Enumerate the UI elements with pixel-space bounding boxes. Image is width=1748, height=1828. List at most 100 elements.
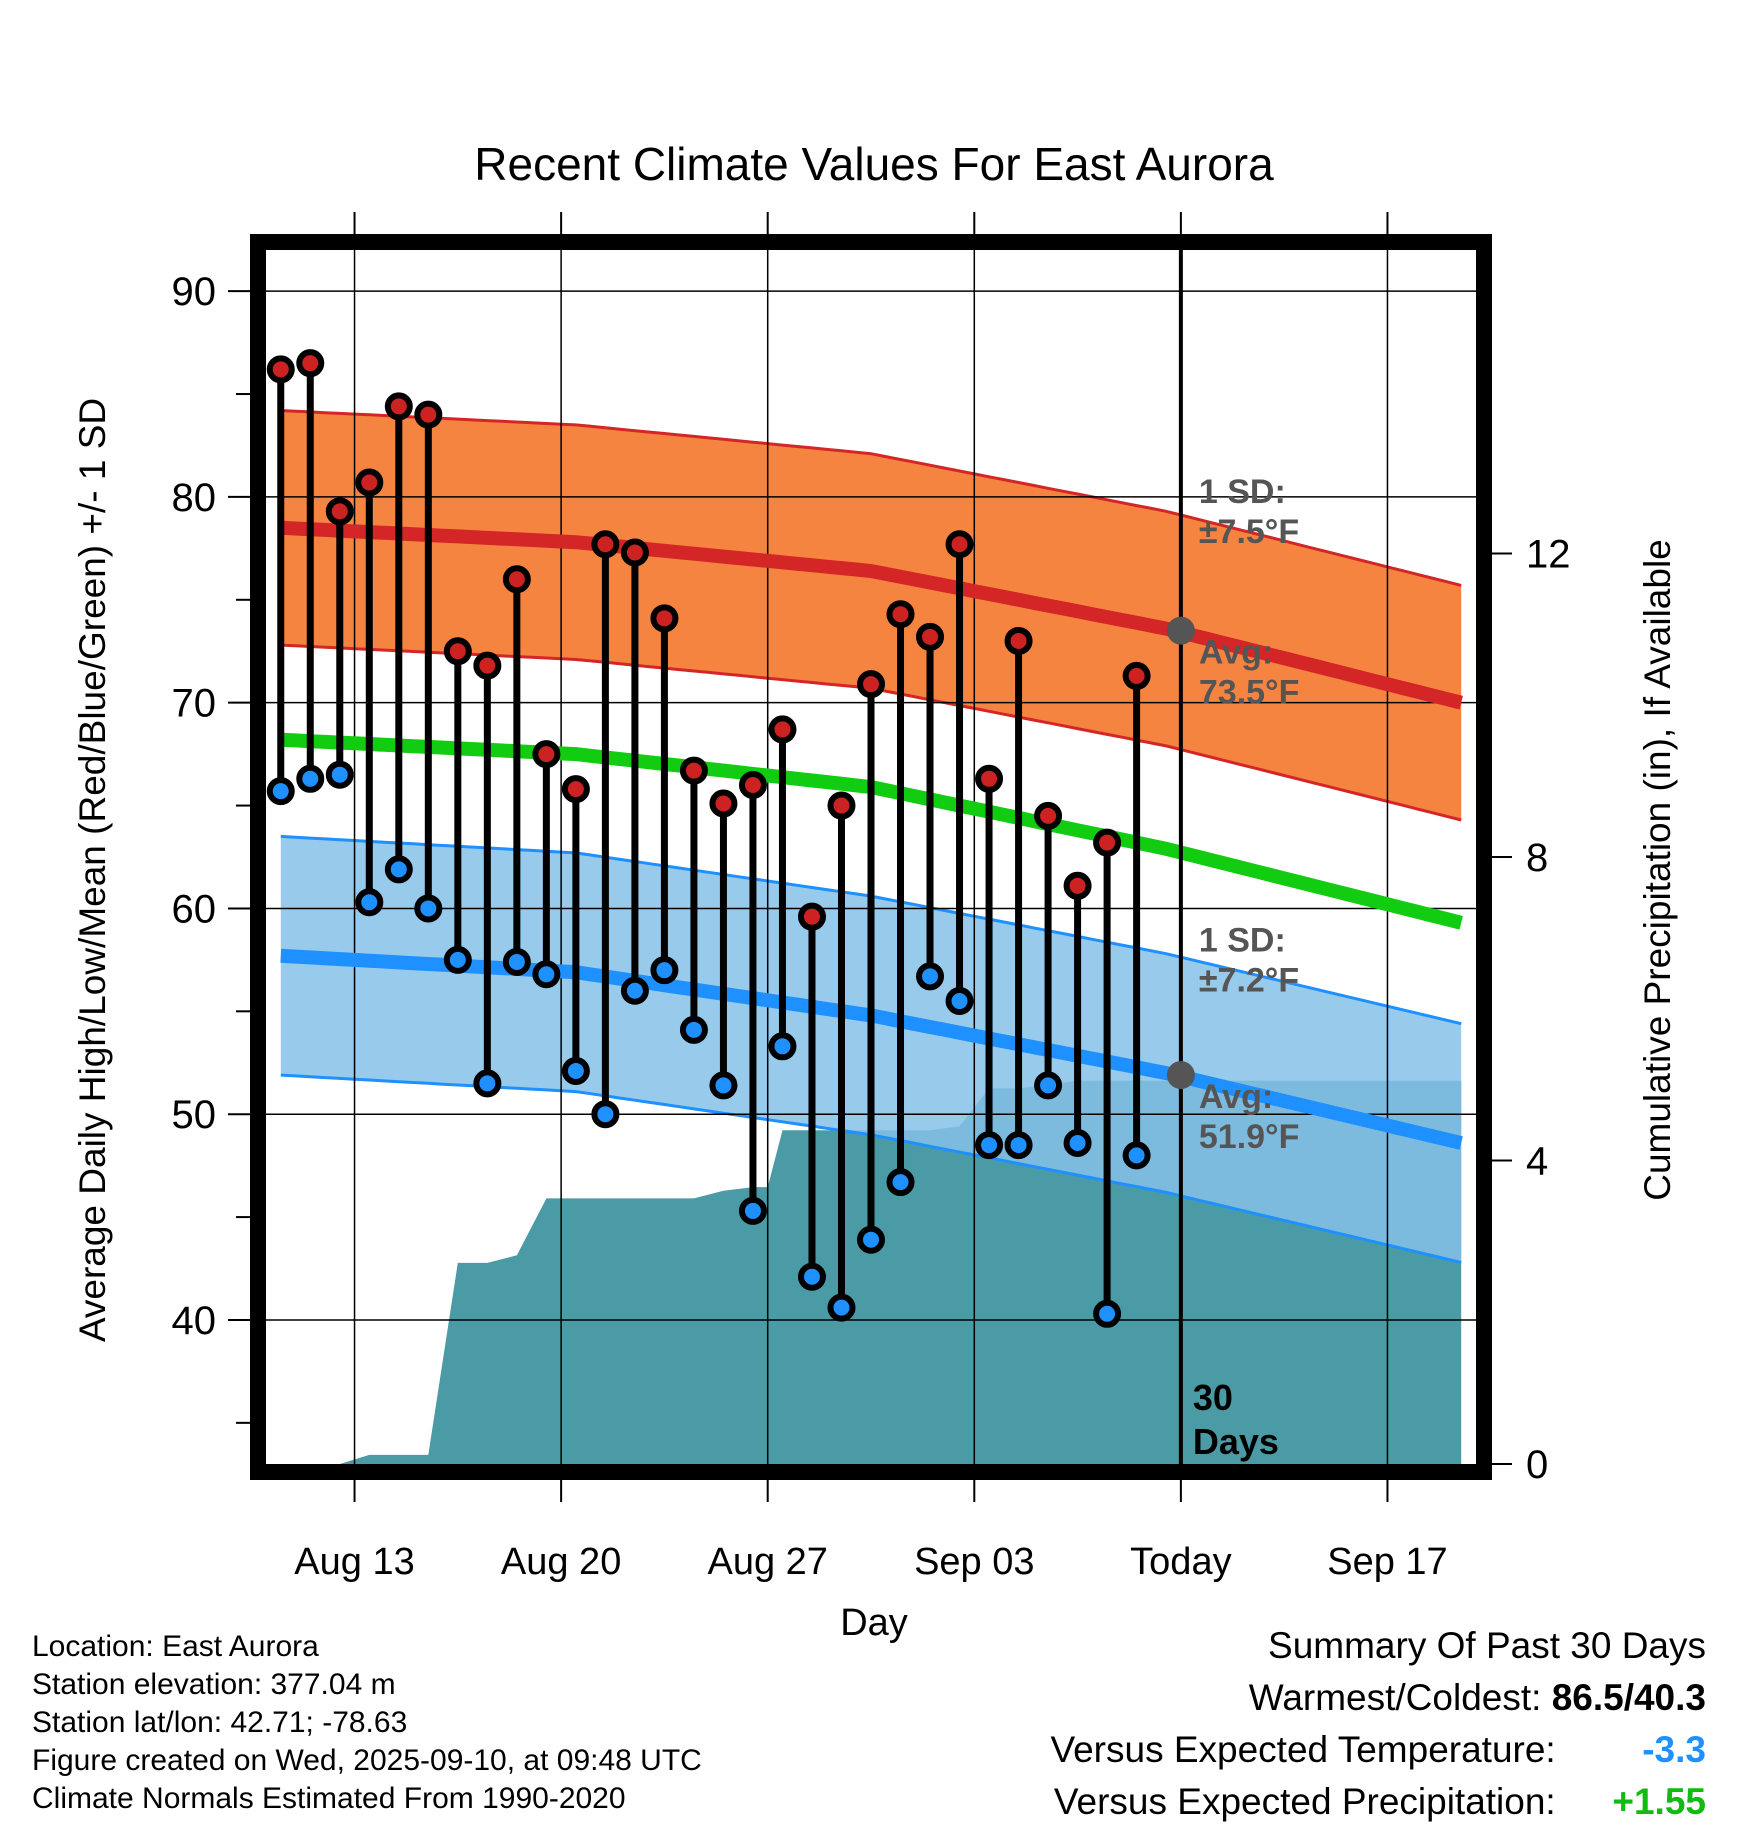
daily-high-point [857, 670, 885, 699]
daily-high-point [916, 622, 945, 651]
temp-value: -3.3 [1642, 1729, 1706, 1770]
daily-high-point [266, 355, 295, 384]
daily-high-point [650, 604, 679, 633]
daily-high-point [1034, 801, 1063, 830]
daily-low-point [1063, 1129, 1092, 1158]
y-axis-label: Average Daily High/Low/Mean (Red/Blue/Gr… [72, 398, 113, 1342]
days-label: Days [1193, 1421, 1279, 1462]
daily-low-point [1004, 1131, 1033, 1160]
x-tick-label: Today [1130, 1541, 1231, 1583]
daily-low-point [1093, 1299, 1122, 1328]
daily-low-point [414, 894, 443, 923]
daily-high-point [945, 530, 974, 559]
daily-high-point [709, 789, 738, 818]
warm-cold-value: 86.5/40.3 [1551, 1677, 1706, 1718]
daily-low-point [886, 1168, 915, 1197]
daily-low-point [561, 1056, 590, 1085]
daily-high-point [296, 349, 325, 378]
summary-panel: Summary Of Past 30 Days Warmest/Coldest:… [1050, 1620, 1706, 1828]
daily-high-point [355, 468, 384, 497]
precip-row: Versus Expected Precipitation: +1.55 [1050, 1776, 1706, 1828]
y-tick-label: 50 [172, 1093, 217, 1137]
location-text: Location: East Aurora [32, 1630, 319, 1663]
warm-cold-label: Warmest/Coldest: [1248, 1677, 1542, 1718]
y2-tick-label: 12 [1526, 533, 1571, 577]
daily-low-point [975, 1131, 1004, 1160]
x-tick-label: Aug 27 [707, 1541, 827, 1583]
daily-low-point [266, 777, 295, 806]
daily-low-point [296, 764, 325, 793]
daily-low-point [1122, 1141, 1151, 1170]
daily-high-point [443, 637, 472, 666]
annotation-label: 1 SD: [1199, 922, 1286, 960]
high-sd-band [280, 410, 1462, 820]
daily-high-point [502, 565, 531, 594]
precip-label: Versus Expected Precipitation: [1053, 1781, 1556, 1822]
y2-tick-label: 0 [1526, 1443, 1548, 1487]
plot-frame [250, 234, 1492, 1480]
annotation-value: 73.5°F [1199, 674, 1300, 712]
daily-high-point [1122, 661, 1151, 690]
created-text: Figure created on Wed, 2025-09-10, at 09… [32, 1744, 702, 1777]
daily-low-point [827, 1293, 856, 1322]
summary-title: Summary Of Past 30 Days [1268, 1625, 1706, 1666]
daily-high-point [473, 651, 502, 680]
y-tick-label: 40 [172, 1299, 217, 1343]
y-tick-label: 80 [172, 476, 217, 520]
daily-high-point [797, 902, 826, 931]
x-tick-label: Aug 20 [501, 1541, 621, 1583]
daily-low-point [1034, 1071, 1063, 1100]
daily-high-point [975, 764, 1004, 793]
daily-low-point [325, 760, 354, 789]
daily-low-point [473, 1069, 502, 1098]
daily-low-point [709, 1071, 738, 1100]
x-tick-label: Sep 03 [914, 1541, 1034, 1583]
y-tick-label: 90 [172, 270, 217, 314]
y-tick-label: 70 [172, 682, 217, 726]
high-sd-upper-edge [280, 409, 1462, 587]
daily-low-point [650, 956, 679, 985]
annotation-label: 1 SD: [1199, 473, 1286, 511]
x-tick-label: Sep 17 [1327, 1541, 1447, 1583]
annotation-value: ±7.5°F [1199, 513, 1299, 551]
daily-high-point [738, 770, 767, 799]
y2-tick-label: 4 [1526, 1140, 1548, 1184]
y2-tick-label: 8 [1526, 836, 1548, 880]
elevation-text: Station elevation: 377.04 m [32, 1668, 396, 1701]
daily-high-point [679, 756, 708, 785]
today-high-avg-marker [1166, 616, 1195, 645]
latlon-text: Station lat/lon: 42.71; -78.63 [32, 1706, 408, 1739]
daily-low-point [443, 945, 472, 974]
daily-high-point [1004, 626, 1033, 655]
warm-cold-row: Warmest/Coldest: 86.5/40.3 [1050, 1672, 1706, 1724]
daily-high-point [325, 497, 354, 526]
station-info: Location: East Aurora Station elevation:… [32, 1628, 702, 1818]
daily-high-point [886, 600, 915, 629]
days-label: 30 [1193, 1377, 1233, 1418]
annotation-value: 51.9°F [1199, 1118, 1300, 1156]
daily-high-point [384, 392, 413, 421]
daily-high-point [591, 530, 620, 559]
daily-high-point [532, 740, 561, 769]
temp-label: Versus Expected Temperature: [1050, 1729, 1556, 1770]
daily-high-point [1063, 871, 1092, 900]
daily-high-point [768, 715, 797, 744]
daily-low-point [384, 855, 413, 884]
today-low-avg-marker [1166, 1061, 1195, 1090]
daily-high-point [561, 775, 590, 804]
annotation-value: ±7.2°F [1199, 962, 1299, 1000]
annotation-label: Avg: [1199, 634, 1273, 672]
daily-low-point [768, 1032, 797, 1061]
daily-low-point [857, 1225, 885, 1254]
daily-low-point [355, 888, 384, 917]
temp-row: Versus Expected Temperature: -3.3 [1050, 1724, 1706, 1776]
daily-high-point [620, 538, 649, 567]
daily-low-point [916, 962, 945, 991]
daily-low-point [591, 1100, 620, 1129]
daily-low-point [532, 960, 561, 989]
x-axis-label: Day [840, 1602, 908, 1644]
daily-low-point [679, 1015, 708, 1044]
